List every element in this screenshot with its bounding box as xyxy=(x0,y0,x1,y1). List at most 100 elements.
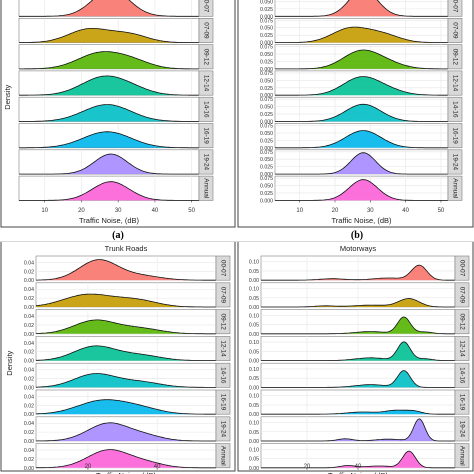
x-tick-label: 20 xyxy=(304,464,311,470)
y-tick-label: 0.10 xyxy=(249,367,259,373)
y-tick-label: 0.04 xyxy=(24,448,34,454)
facet-Annual: 0.10 0.05 0.00 Annual xyxy=(249,443,470,472)
y-tick-label: 0.075 xyxy=(260,176,273,182)
density-area xyxy=(19,75,199,96)
y-tick-label: 0.025 xyxy=(260,59,273,65)
y-tick-label: 0.02 xyxy=(24,377,34,383)
x-tick-label: 10 xyxy=(296,208,303,214)
facet-09-12: 0.10 0.05 0.00 09-12 xyxy=(249,309,470,338)
facet-strip-label: 16-19 xyxy=(458,394,465,411)
density-area xyxy=(275,50,448,69)
facet-00-07: 0.04 0.02 0.00 00-07 xyxy=(24,255,231,284)
y-tick-label: 0.02 xyxy=(24,323,34,329)
y-tick-label: 0.04 xyxy=(24,287,34,293)
density-line xyxy=(19,0,199,17)
y-tick-label: 0.02 xyxy=(24,350,34,356)
density-line xyxy=(19,104,199,122)
x-tick-label: 40 xyxy=(402,208,409,214)
y-tick-label: 0.025 xyxy=(260,7,273,13)
y-tick-label: 0.00 xyxy=(249,359,259,365)
facet-07-09: 0.04 0.02 0.00 07-09 xyxy=(24,282,231,311)
y-tick-label: 0.050 xyxy=(260,26,273,32)
density-line xyxy=(19,75,199,96)
panel-border xyxy=(237,242,474,472)
panel-border xyxy=(237,0,474,228)
y-tick-label: 0.00 xyxy=(249,278,259,284)
density-line xyxy=(261,316,455,335)
facet-19-24: 0.10 0.05 0.00 19-24 xyxy=(249,416,470,445)
density-area xyxy=(261,265,455,281)
facet-strip-label: Annual xyxy=(202,178,209,198)
y-tick-label: 0.075 xyxy=(260,18,273,24)
y-tick-label: 0.050 xyxy=(260,0,273,5)
chart-svg-a: 00-07 07-09 09-12 12-14 14-16 16-19 19-24 Annua… xyxy=(0,0,236,228)
density-area xyxy=(275,130,448,148)
density-area xyxy=(36,399,216,415)
facet-16-19: 16-19 xyxy=(18,123,214,149)
panel-border xyxy=(0,242,236,472)
facet-strip-label: 07-09 xyxy=(202,22,209,39)
y-tick-label: 0.00 xyxy=(24,412,34,418)
y-tick-label: 0.075 xyxy=(260,45,273,51)
y-tick-label: 0.04 xyxy=(24,260,34,266)
density-line xyxy=(275,103,448,122)
density-line xyxy=(19,181,199,201)
facet-strip-label: 19-24 xyxy=(219,421,226,438)
caption-b: (b) xyxy=(350,230,364,241)
y-tick-label: 0.050 xyxy=(260,131,273,137)
y-tick-label: 0.025 xyxy=(260,191,273,197)
density-area xyxy=(36,449,216,468)
y-tick-label: 0.075 xyxy=(260,97,273,103)
chart-svg-d: Motorways 0.10 0.05 0.00 00-07 0.10 0.05 0.00 07… xyxy=(237,242,474,474)
density-line xyxy=(261,370,455,388)
density-line xyxy=(19,131,199,149)
facet-strip xyxy=(454,362,470,388)
facet-12-14: 0.04 0.02 0.00 12-14 xyxy=(24,336,231,365)
density-area xyxy=(19,0,199,17)
y-axis-label: Density xyxy=(5,350,14,375)
density-line xyxy=(19,51,199,70)
y-tick-label: 0.025 xyxy=(260,165,273,171)
facet-strip xyxy=(454,282,470,308)
facet-strip-label: 12-14 xyxy=(458,340,465,357)
facet-Annual: Annual xyxy=(18,175,214,201)
density-area xyxy=(19,28,199,43)
facet-strip-label: 19-24 xyxy=(458,421,465,438)
facet-strip xyxy=(215,443,231,469)
panel-border xyxy=(0,0,236,228)
facet-strip xyxy=(454,336,470,361)
facet-strip xyxy=(215,309,231,335)
y-tick-label: 0.000 xyxy=(260,67,273,73)
x-tick-label: 40 xyxy=(355,464,362,470)
chart-svg-c: Trunk Roads 0.04 0.02 0.00 00-07 0.04 0.02 0.00… xyxy=(0,242,236,474)
density-line xyxy=(19,153,199,175)
y-tick-label: 0.05 xyxy=(249,403,259,409)
facet-strip xyxy=(215,389,231,415)
y-tick-label: 0.000 xyxy=(260,14,273,20)
x-axis-label: Traffic Noise, (dB) xyxy=(331,216,392,225)
facet-strip xyxy=(447,0,463,17)
density-line xyxy=(261,450,455,469)
facet-strip xyxy=(454,443,470,469)
facet-strip xyxy=(447,96,463,122)
facet-strip-label: 09-12 xyxy=(219,314,226,331)
x-tick-label: 20 xyxy=(78,208,85,214)
density-line xyxy=(275,49,448,70)
y-tick-label: 0.05 xyxy=(249,296,259,302)
facet-strip-label: Annual xyxy=(451,178,458,198)
y-tick-label: 0.000 xyxy=(260,172,273,178)
y-tick-label: 0.000 xyxy=(260,41,273,47)
y-tick-label: 0.04 xyxy=(24,314,34,320)
density-line xyxy=(261,409,455,415)
facet-strip xyxy=(198,96,214,122)
y-tick-label: 0.04 xyxy=(24,368,34,374)
chart-svg-b: 0.0500.0250.00000-070.0750.0500.0250.000… xyxy=(237,0,474,228)
y-tick-label: 0.10 xyxy=(249,421,259,427)
y-tick-label: 0.02 xyxy=(24,430,34,436)
facet-strip-label: 12-14 xyxy=(451,75,458,92)
facet-strip-label: 14-16 xyxy=(458,367,465,384)
y-tick-label: 0.000 xyxy=(260,120,273,126)
facet-strip-label: 19-24 xyxy=(202,154,209,171)
y-tick-label: 0.00 xyxy=(24,385,34,391)
